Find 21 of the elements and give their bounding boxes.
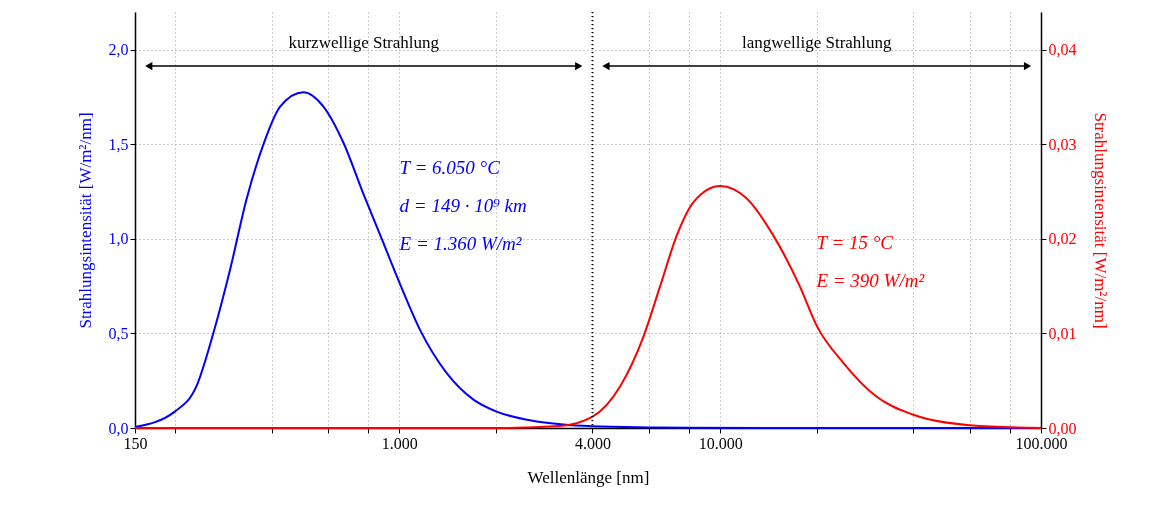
x-tick-label: 10.000: [698, 434, 743, 452]
y-tick-label: 0,0: [108, 419, 129, 437]
y-axis-title: Strahlungsintensität [W/m²/nm]: [75, 112, 95, 329]
y2-tick-label: 0,03: [1048, 135, 1077, 153]
x-axis-title: Wellenlänge [nm]: [527, 467, 650, 487]
y2-tick-label: 0,04: [1048, 41, 1077, 59]
x-tick-label: 1.000: [381, 434, 418, 452]
annotation: T = 6.050 °C d = 149 · 10⁹ km E = 1.360 W/m²: [398, 157, 527, 255]
x-tick-label: 4.000: [575, 434, 611, 452]
y-tick-label: 1,5: [108, 135, 129, 153]
y2-tick-label: 0,00: [1048, 419, 1077, 437]
y-tick-label: 2,0: [108, 41, 129, 59]
y-tick-label: 0,5: [108, 324, 129, 342]
annotation: kurzwellige Strahlung: [288, 33, 440, 53]
annotation: langwellige Strahlung: [741, 33, 893, 53]
x-tick-label: 150: [123, 434, 148, 452]
y2-axis-title: Strahlungsintensität [W/m²/nm]: [1090, 112, 1110, 329]
y2-tick-label: 0,01: [1048, 324, 1077, 342]
y-tick-label: 1,0: [108, 230, 129, 248]
annotation: T = 15 °C E = 390 W/m²: [815, 232, 925, 292]
y2-tick-label: 0,02: [1048, 230, 1077, 248]
